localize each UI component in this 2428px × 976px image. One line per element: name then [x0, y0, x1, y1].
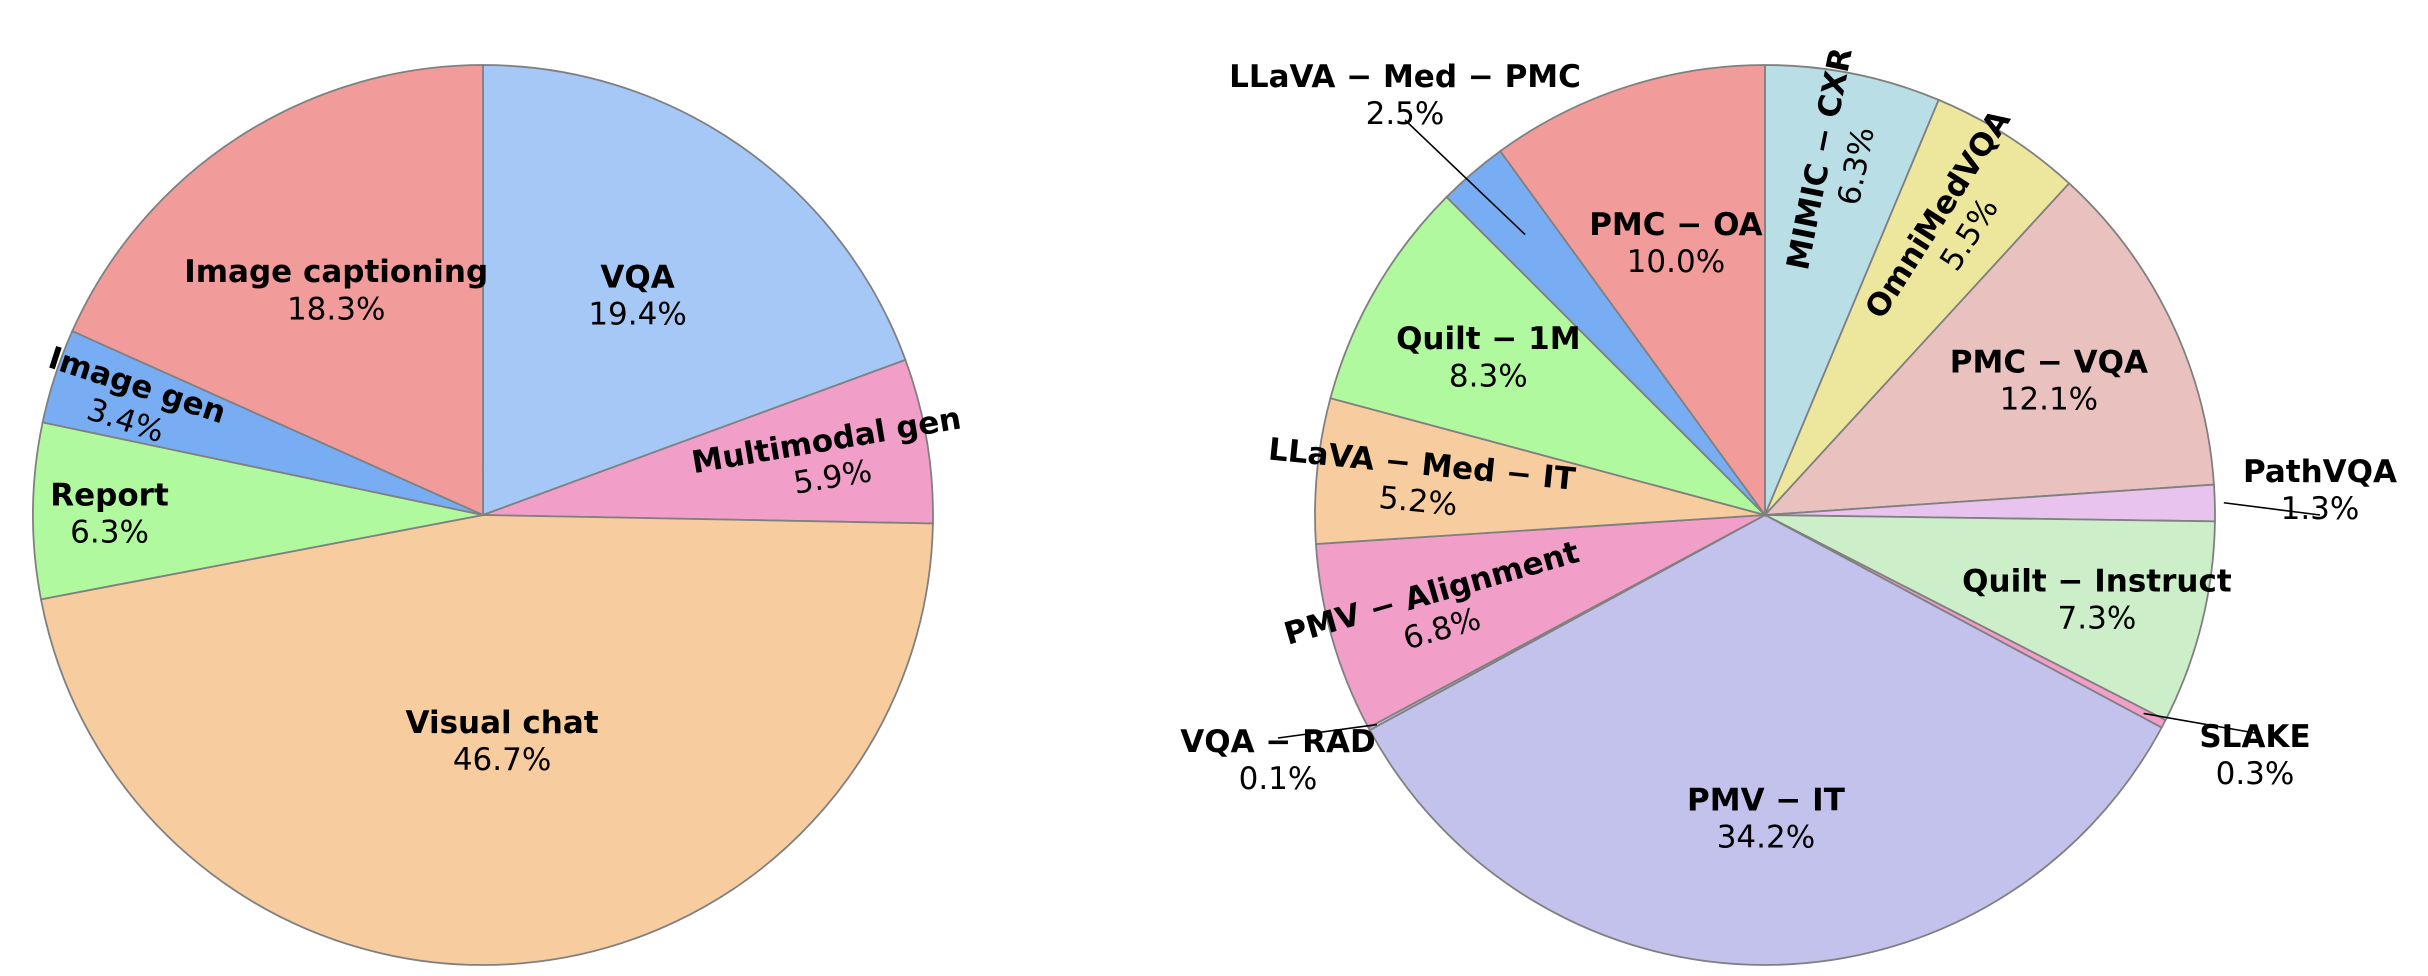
slice-percent-pmv-it: 34.2% — [1717, 819, 1815, 855]
slice-percent-vqa: 19.4% — [588, 297, 686, 333]
slice-name-quilt-instruct: Quilt − Instruct — [1962, 563, 2232, 599]
slice-name-report: Report — [50, 477, 169, 513]
slice-name-pmc-oa: PMC − OA — [1589, 207, 1762, 243]
slice-label-vqa-rad: VQA − RAD 0.1% — [1180, 724, 1376, 797]
pie-chart-task-distribution: VQA 19.4%Multimodal gen5.9%Visual chat 46.… — [32, 64, 964, 966]
slice-name-llava-med-pmc: LLaVA − Med − PMC — [1229, 59, 1581, 95]
pie-slice-quilt-1m — [1329, 195, 1769, 517]
slice-label-quilt-instruct: Quilt − Instruct 7.3% — [1962, 563, 2232, 636]
slice-label-pmc-oa: PMC − OA 10.0% — [1589, 207, 1762, 280]
pie-slice-llava-med-it — [1314, 397, 1766, 545]
slice-percent-slake: 0.3% — [2216, 756, 2295, 792]
leader-line-pathvqa — [2223, 501, 2321, 516]
slice-label-visual-chat: Visual chat 46.7% — [405, 705, 598, 778]
pie-slice-vqa — [482, 64, 907, 517]
slice-name-visual-chat: Visual chat — [405, 705, 598, 741]
pie-slice-image-captioning — [71, 64, 484, 517]
pie-chart-dataset-distribution: MIMIC − CXR6.3%OmniMedVQA5.5%PMC − VQA 12… — [1180, 45, 2397, 966]
slice-percent-image-captioning: 18.3% — [287, 291, 385, 327]
slice-label-pathvqa: PathVQA 1.3% — [2243, 454, 2397, 527]
slice-name-image-captioning: Image captioning — [184, 254, 488, 290]
slice-percent-report: 6.3% — [70, 514, 149, 550]
slice-percent-visual-chat: 46.7% — [453, 742, 551, 778]
leader-line-vqa-rad — [1277, 723, 1378, 739]
slice-name-slake: SLAKE — [2199, 719, 2310, 755]
pie-slice-pmc-vqa — [1762, 182, 2215, 517]
pie-slice-omnimedvqa — [1764, 98, 2071, 516]
slice-name-vqa-rad: VQA − RAD — [1180, 724, 1376, 760]
slice-label-slake: SLAKE 0.3% — [2199, 719, 2310, 792]
leader-line-llava-med-pmc — [1404, 119, 1526, 236]
leader-line-slake — [2143, 712, 2256, 734]
slice-label-pmc-vqa: PMC − VQA 12.1% — [1950, 344, 2148, 417]
pie-slice-pmc-oa — [1499, 64, 1766, 518]
pie-slice-mimic-cxr — [1764, 64, 1940, 516]
pie-slice-pmv-alignment — [1314, 514, 1766, 729]
slice-label-image-captioning: Image captioning 18.3% — [184, 254, 488, 327]
slice-name-quilt-1m: Quilt − 1M — [1396, 321, 1580, 357]
slice-name-pmv-it: PMV − IT — [1687, 782, 1845, 818]
slice-label-report: Report 6.3% — [50, 477, 169, 550]
slice-label-vqa: VQA 19.4% — [588, 259, 686, 332]
slice-percent-quilt-instruct: 7.3% — [2058, 601, 2137, 637]
slice-name-vqa: VQA — [600, 259, 674, 295]
pie-slice-visual-chat — [39, 514, 934, 966]
slice-label-pmv-it: PMV − IT 34.2% — [1687, 782, 1845, 855]
slice-percent-pathvqa: 1.3% — [2281, 491, 2360, 527]
pie-slice-report — [32, 421, 484, 601]
pie-slice-quilt-instruct — [1764, 514, 2216, 722]
slice-percent-llava-med-it: 5.2% — [1377, 480, 1459, 524]
pie-slice-pmv-it — [1368, 513, 2163, 966]
slice-name-pmc-vqa: PMC − VQA — [1950, 344, 2148, 380]
slice-percent-vqa-rad: 0.1% — [1239, 761, 1318, 797]
slice-name-pathvqa: PathVQA — [2243, 454, 2397, 490]
pie-slice-multimodal-gen — [482, 358, 934, 525]
slice-label-quilt-1m: Quilt − 1M 8.3% — [1396, 321, 1580, 394]
slice-percent-quilt-1m: 8.3% — [1449, 358, 1528, 394]
slice-percent-pmc-oa: 10.0% — [1627, 244, 1725, 280]
slice-label-llava-med-pmc: LLaVA − Med − PMC 2.5% — [1229, 59, 1581, 132]
slice-percent-pmc-vqa: 12.1% — [2000, 382, 2098, 418]
slice-percent-llava-med-pmc: 2.5% — [1366, 96, 1445, 132]
